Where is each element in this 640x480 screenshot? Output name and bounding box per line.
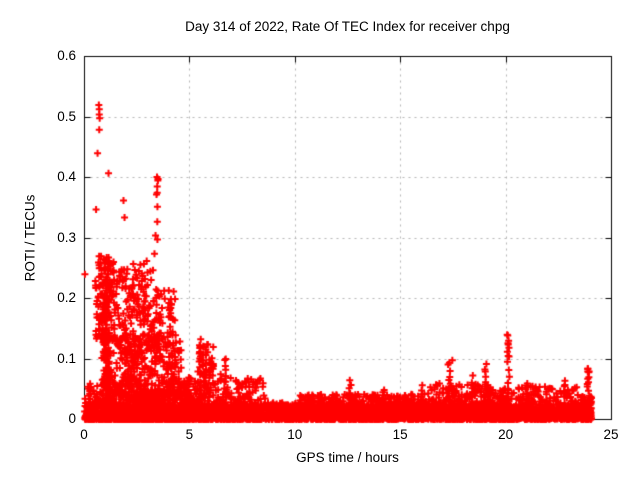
x-tick-label: 5 bbox=[185, 427, 194, 442]
x-tick-label: 0 bbox=[80, 427, 88, 442]
y-tick-label: 0.1 bbox=[57, 350, 76, 366]
y-tick-label: 0.5 bbox=[57, 108, 76, 124]
x-tick-label: 15 bbox=[392, 427, 408, 442]
x-tick-label: 20 bbox=[498, 427, 514, 442]
y-tick-label: 0.4 bbox=[57, 169, 76, 184]
y-tick-label: 0.2 bbox=[57, 290, 76, 305]
x-tick-label: 25 bbox=[603, 427, 619, 442]
y-tick-label: 0.3 bbox=[57, 229, 76, 245]
y-tick-label: 0.6 bbox=[57, 48, 76, 63]
y-tick-label: 0 bbox=[68, 411, 76, 426]
x-tick-label: 10 bbox=[287, 427, 303, 442]
x-axis-label: GPS time / hours bbox=[296, 450, 399, 465]
